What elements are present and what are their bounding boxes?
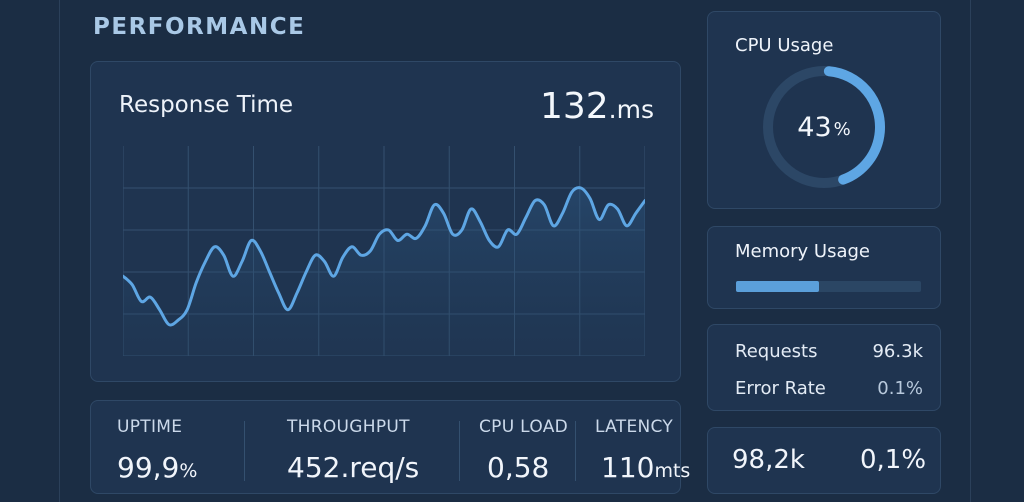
summary-value-right: 0,1% [860, 445, 927, 475]
uptime-number: 99,9 [117, 451, 180, 484]
memory-usage-card[interactable]: Memory Usage [707, 226, 941, 309]
stat-divider [459, 421, 460, 481]
response-time-value: 132.ms [540, 86, 654, 127]
cpu-usage-value: 43% [761, 64, 887, 190]
cpu-usage-ring [763, 66, 885, 188]
uptime-unit: % [179, 460, 198, 482]
error-rate-value: 0.1% [877, 378, 923, 399]
memory-usage-fill [736, 281, 820, 292]
memory-usage-title: Memory Usage [735, 241, 871, 262]
throughput-label: THROUGHPUT [287, 417, 410, 437]
response-time-number: 132 [539, 86, 609, 127]
uptime-label: UPTIME [117, 417, 183, 437]
page-divider-right [970, 0, 971, 502]
requests-value: 96.3k [872, 341, 923, 362]
summary-card[interactable]: 98,2k 0,1% [707, 427, 941, 494]
cpu-load-label: CPU LOAD [479, 417, 569, 437]
response-time-card[interactable]: Response Time 132.ms [90, 61, 681, 382]
requests-label: Requests [735, 341, 818, 362]
stats-bar: UPTIME 99,9% THROUGHPUT 452.req/s CPU LO… [90, 400, 690, 494]
latency-value: 110mts [601, 451, 690, 484]
response-time-title: Response Time [119, 92, 294, 118]
stat-divider [575, 421, 576, 481]
response-time-area [123, 187, 645, 356]
latency-label: LATENCY [595, 417, 674, 437]
section-title: PERFORMANCE [93, 14, 306, 40]
uptime-value: 99,9% [117, 451, 197, 484]
cpu-load-value: 0,58 [487, 451, 550, 484]
throughput-value: 452.req/s [287, 451, 420, 484]
cpu-usage-unit: % [833, 118, 851, 140]
requests-card[interactable]: Requests 96.3k Error Rate 0.1% [707, 324, 941, 411]
stat-divider [244, 421, 245, 481]
cpu-usage-card[interactable]: CPU Usage 43% [707, 11, 941, 209]
memory-usage-bar [736, 281, 921, 292]
error-rate-label: Error Rate [735, 378, 826, 399]
cpu-ring-arc [763, 66, 885, 188]
page-divider-left [59, 0, 60, 502]
cpu-usage-title: CPU Usage [735, 35, 834, 56]
cpu-usage-number: 43 [797, 111, 832, 143]
summary-value-left: 98,2k [732, 445, 805, 475]
response-time-unit: .ms [608, 95, 654, 124]
latency-unit: mts [654, 460, 691, 482]
response-time-line [123, 186, 645, 327]
latency-number: 110 [601, 451, 655, 484]
response-time-chart[interactable] [123, 146, 645, 356]
